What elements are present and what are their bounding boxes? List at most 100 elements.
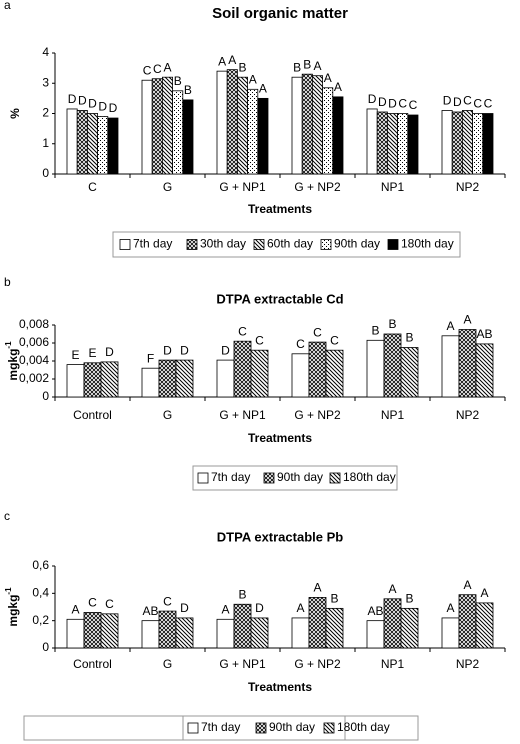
legend-label: 7th day [211,470,250,484]
x-tick-label: G + NP1 [219,180,266,194]
significance-letter: C [105,597,114,611]
y-tick-label: 0 [42,640,49,654]
bar [482,113,494,175]
significance-letter: A [446,319,454,333]
significance-letter: A [334,80,342,94]
bar [216,70,228,175]
significance-letter: D [221,343,230,357]
significance-letter: AB [367,604,383,618]
y-tick-label: 0,006 [19,335,49,349]
bar [141,79,153,175]
significance-letter: A [228,53,236,67]
bar [216,618,235,649]
significance-letter: D [68,92,77,106]
panel-label: b [4,275,11,289]
bar [100,613,119,649]
y-tick-label: 0 [42,389,49,403]
significance-letter: D [105,345,114,359]
bar [233,340,252,398]
y-axis-label: % [8,108,22,119]
significance-letter: A [296,601,304,615]
significance-letter: AB [476,327,492,341]
significance-letter: A [163,60,171,74]
bar [441,335,460,398]
bar [97,116,109,175]
significance-letter: A [480,586,488,600]
bar [182,99,194,175]
bar [83,612,102,649]
legend-swatch [263,472,275,484]
significance-letter: A [463,313,471,327]
bar [400,347,419,398]
y-axis-label-text: mgkg [6,595,20,627]
bar [151,78,163,175]
legend-swatch [197,472,209,484]
x-tick-label: NP1 [381,180,405,194]
significance-letter: A [313,581,321,595]
bar [76,110,88,175]
bar [250,349,269,398]
bar [383,598,402,649]
legend-label: 90th day [334,237,380,251]
x-tick-label: NP2 [456,408,480,422]
chart-title: Soil organic matter [212,5,348,22]
x-tick-label: NP2 [456,180,480,194]
legend-swatch [186,239,198,250]
bar [66,108,78,175]
significance-letter: C [143,63,152,77]
legend-label: 90th day [269,720,315,734]
significance-letter: E [71,348,79,362]
significance-letter: B [371,323,379,337]
legend-swatch [253,239,265,250]
significance-letter: B [184,83,192,97]
x-tick-label: G + NP2 [294,657,341,671]
legend-label: 180th day [337,720,390,734]
bar [366,339,385,398]
significance-letter: D [180,601,189,615]
x-tick-label: G [163,408,172,422]
significance-letter: B [238,60,246,74]
legend-swatch [255,722,267,734]
bar [383,333,402,398]
x-axis-label: Treatments [248,202,312,216]
y-tick-label: 3 [42,75,49,89]
significance-letter: C [409,98,418,112]
bar [386,113,398,175]
y-tick-label: 0 [42,166,49,180]
significance-letter: B [405,331,413,345]
significance-letter: B [405,592,413,606]
legend-label: 90th day [277,470,323,484]
y-axis-label: mgkg-1 [4,587,20,627]
significance-letter: D [109,101,118,115]
bar [250,617,269,649]
bar [161,76,173,175]
chart-title: DTPA extractable Cd [216,291,343,306]
bar [291,76,303,175]
y-axis-label-text: % [8,108,22,119]
y-axis-label-text: mgkg [6,349,20,381]
bar [332,96,344,175]
y-tick-label: 0,004 [19,353,49,367]
significance-letter: C [484,97,493,111]
significance-letter: C [163,594,172,608]
bar [325,349,344,398]
significance-letter: B [174,74,182,88]
x-tick-label: G [163,180,172,194]
bar [311,75,323,175]
bar [66,618,85,649]
significance-letter: A [218,54,226,68]
bar [400,607,419,649]
legend-box [192,465,398,491]
bar [308,341,327,398]
bar [366,108,378,175]
significance-letter: C [296,337,305,351]
x-tick-label: Control [73,408,112,422]
significance-letter: C [330,333,339,347]
legend-label: 7th day [133,237,172,251]
significance-letter: F [147,351,154,365]
x-axis-label: Treatments [248,431,312,445]
legend-box [112,231,461,258]
significance-letter: E [88,346,96,360]
bar [291,617,310,649]
